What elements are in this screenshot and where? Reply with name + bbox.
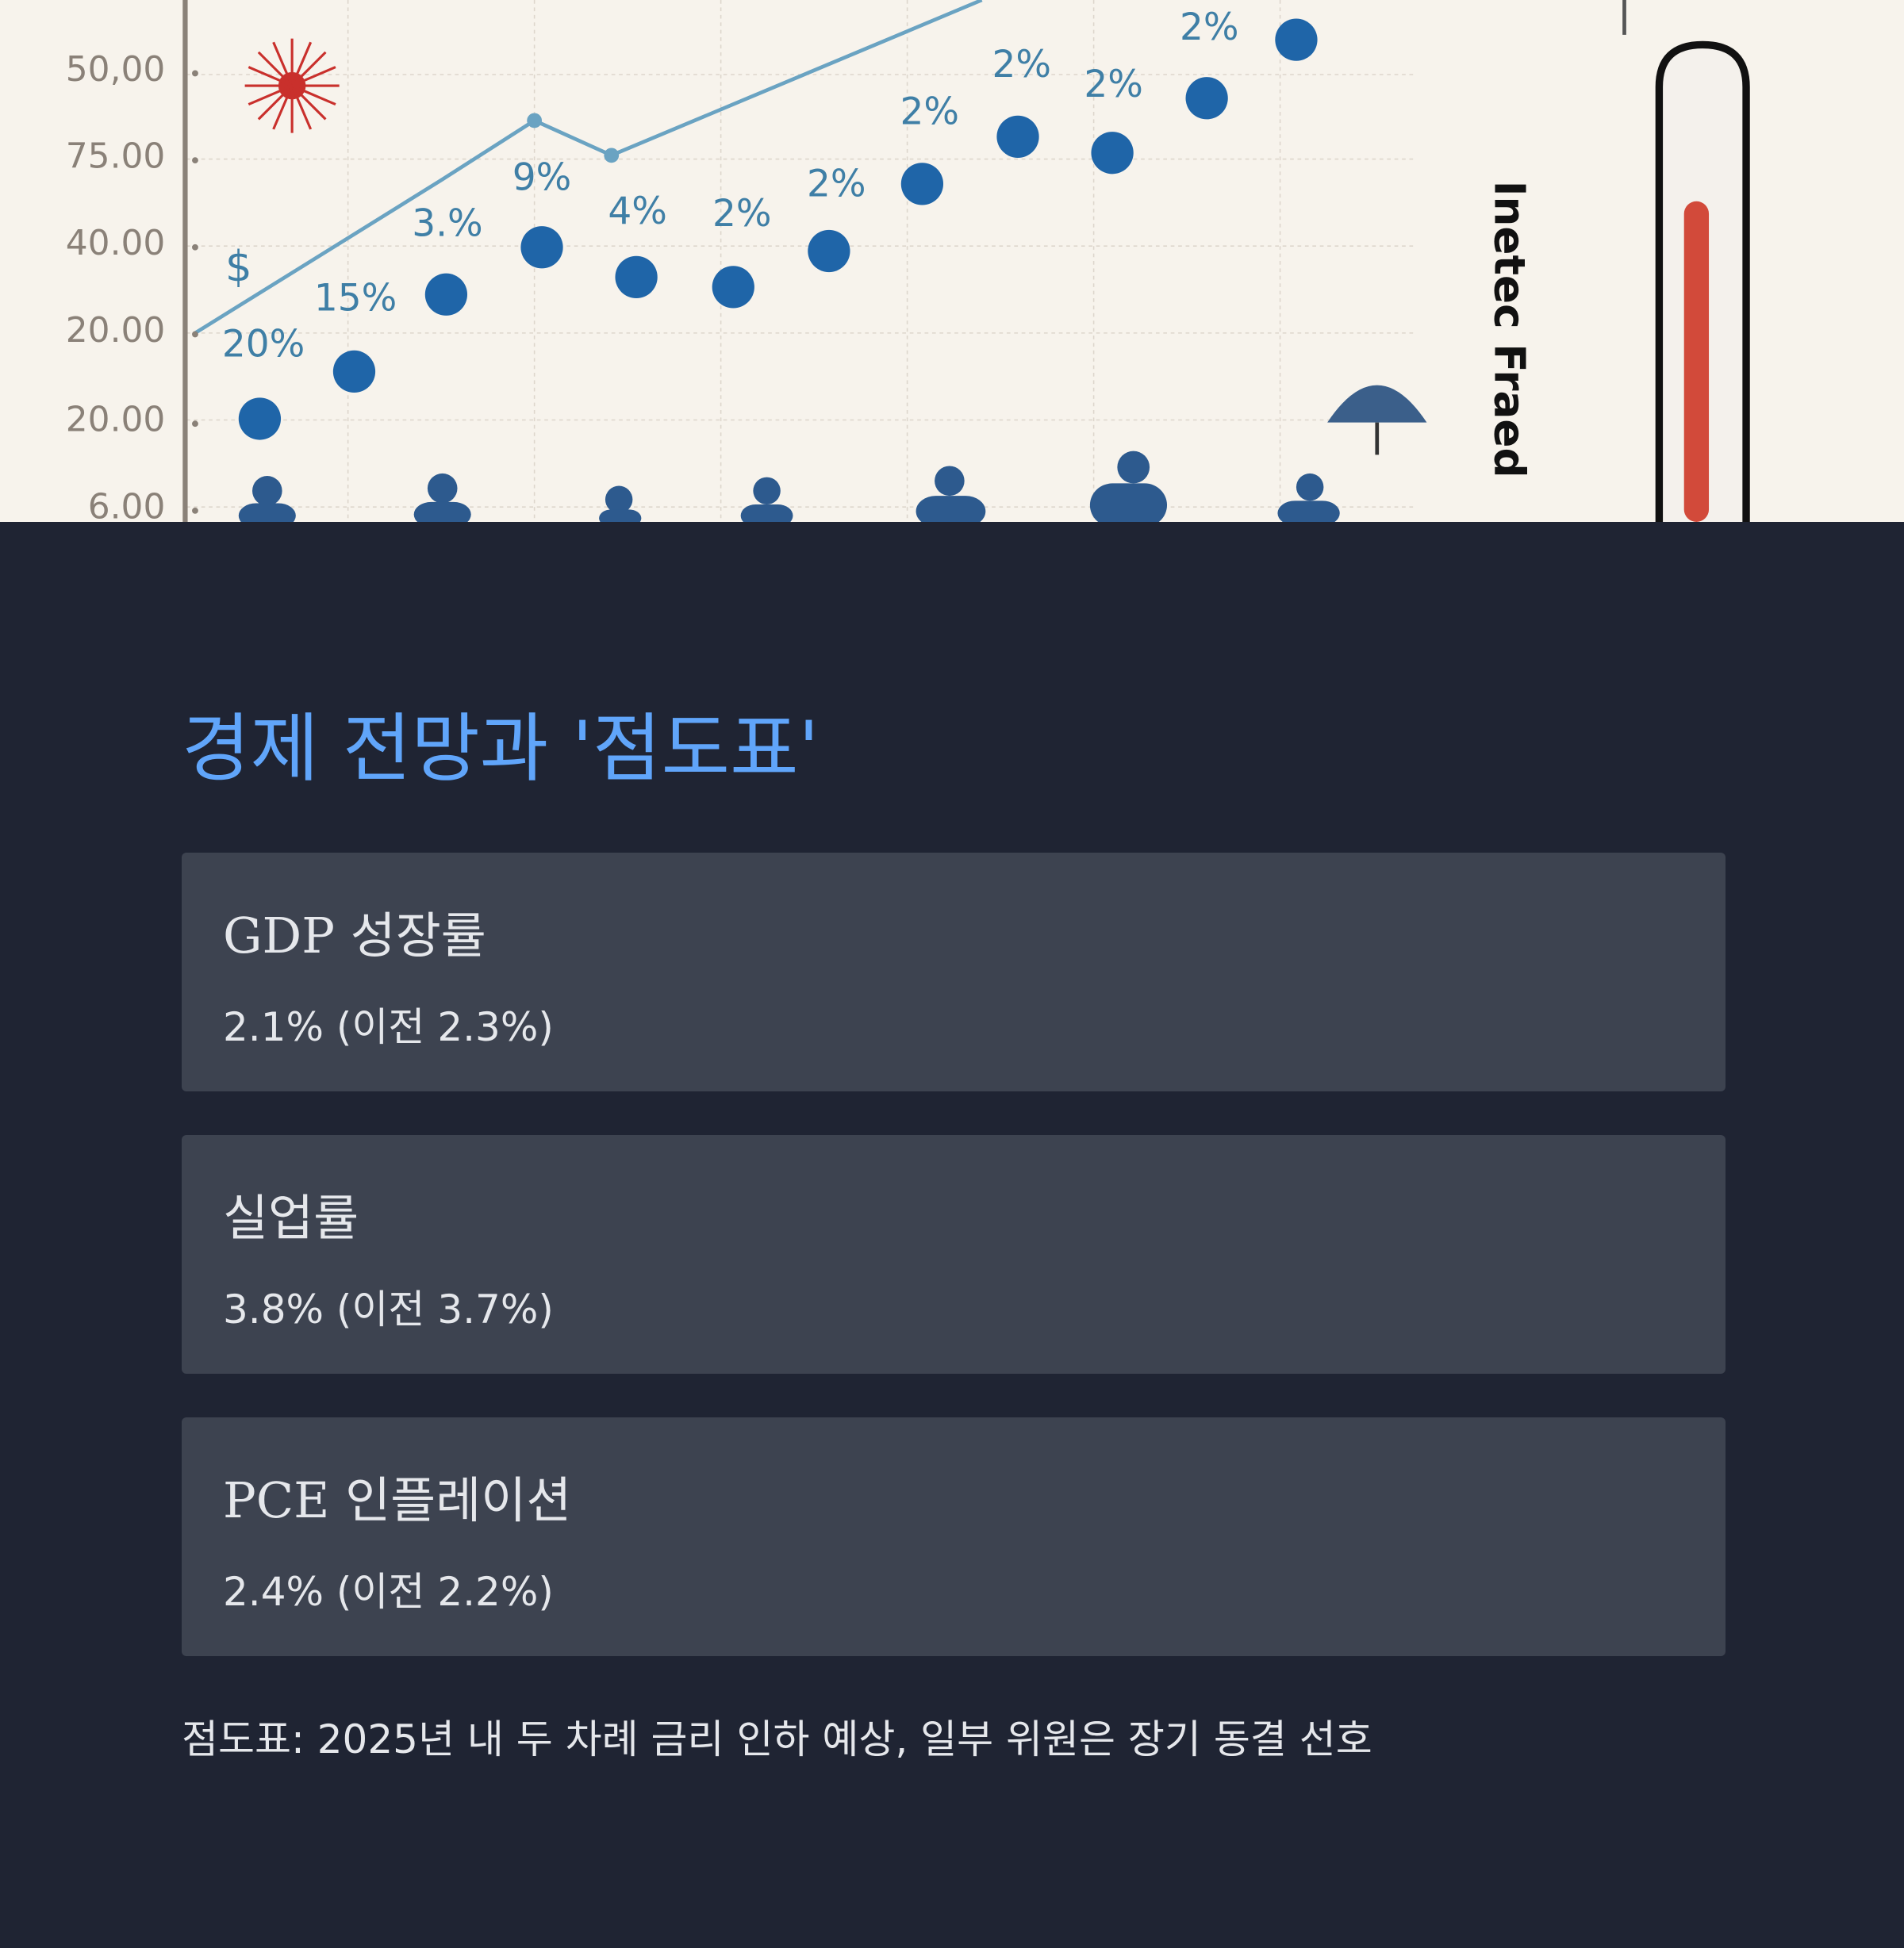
- y-label: 6.00: [88, 486, 166, 522]
- dot: [520, 226, 563, 269]
- card-value: 2.1% (이전 2.3%): [223, 1004, 554, 1050]
- point-label: 20%: [222, 323, 305, 366]
- umbrella-icon: [1327, 385, 1427, 455]
- dot: [1091, 132, 1134, 174]
- dot: [332, 350, 376, 393]
- point-label: 9%: [512, 156, 572, 200]
- virus-icon: [244, 38, 340, 133]
- trend-point: [527, 113, 543, 128]
- point-label: 3.%: [412, 202, 482, 246]
- point-label: 2%: [992, 43, 1051, 86]
- side-text: Inetec Fraed: [1485, 181, 1534, 478]
- tick-dot: [192, 244, 198, 251]
- card-value: 3.8% (이전 3.7%): [223, 1287, 554, 1333]
- dot: [1185, 77, 1228, 120]
- people: [238, 451, 1340, 522]
- point-label: 2%: [900, 90, 960, 134]
- dot: [238, 397, 282, 440]
- dollar-symbol: $: [225, 242, 252, 291]
- dot: [808, 229, 850, 273]
- y-label: 40.00: [66, 223, 166, 263]
- metric-card: GDP 성장률 2.1% (이전 2.3%): [182, 853, 1726, 1091]
- card-title: GDP 성장률: [223, 907, 486, 964]
- dots: [238, 18, 1318, 440]
- card-title: 실업률: [223, 1189, 359, 1247]
- card-title: PCE 인플레이션: [223, 1471, 572, 1529]
- metric-card: 실업률 3.8% (이전 3.7%): [182, 1135, 1726, 1374]
- point-label: 2%: [712, 192, 772, 236]
- dot: [424, 273, 468, 316]
- dot: [615, 255, 658, 298]
- tick-dot: [192, 507, 198, 514]
- point-label: 2%: [1084, 63, 1143, 106]
- tick-dot: [192, 70, 198, 77]
- dot: [1275, 18, 1318, 61]
- point-label: 15%: [314, 277, 397, 320]
- dot: [900, 163, 944, 205]
- dot-plot-note: 점도표: 2025년 내 두 차례 금리 인하 예상, 일부 위원은 장기 동결…: [182, 1716, 1372, 1762]
- y-label: 20.00: [66, 400, 166, 440]
- y-label: 20.00: [66, 310, 166, 351]
- dot: [712, 266, 754, 309]
- thermometer-icon: [1622, 0, 1750, 522]
- tick-dot: [192, 420, 198, 428]
- y-label: 75.00: [66, 136, 166, 177]
- point-label: 4%: [608, 190, 667, 233]
- point-label: 2%: [807, 163, 866, 206]
- y-label: 50,00: [66, 49, 166, 90]
- dot: [996, 115, 1039, 158]
- hero-illustration: 50,00 75.00 40.00 20.00 20.00 6.00 20%15% 3.% 9%…: [0, 0, 1904, 522]
- tick-dot: [192, 157, 198, 164]
- card-value: 2.4% (이전 2.2%): [223, 1569, 554, 1615]
- metric-card: PCE 인플레이션 2.4% (이전 2.2%): [182, 1417, 1726, 1656]
- section-title: 경제 전망과 '점도표': [182, 706, 820, 792]
- trend-point: [604, 148, 620, 163]
- grid: [186, 0, 1417, 522]
- tick-dot: [192, 331, 198, 338]
- point-label: 2%: [1180, 6, 1239, 49]
